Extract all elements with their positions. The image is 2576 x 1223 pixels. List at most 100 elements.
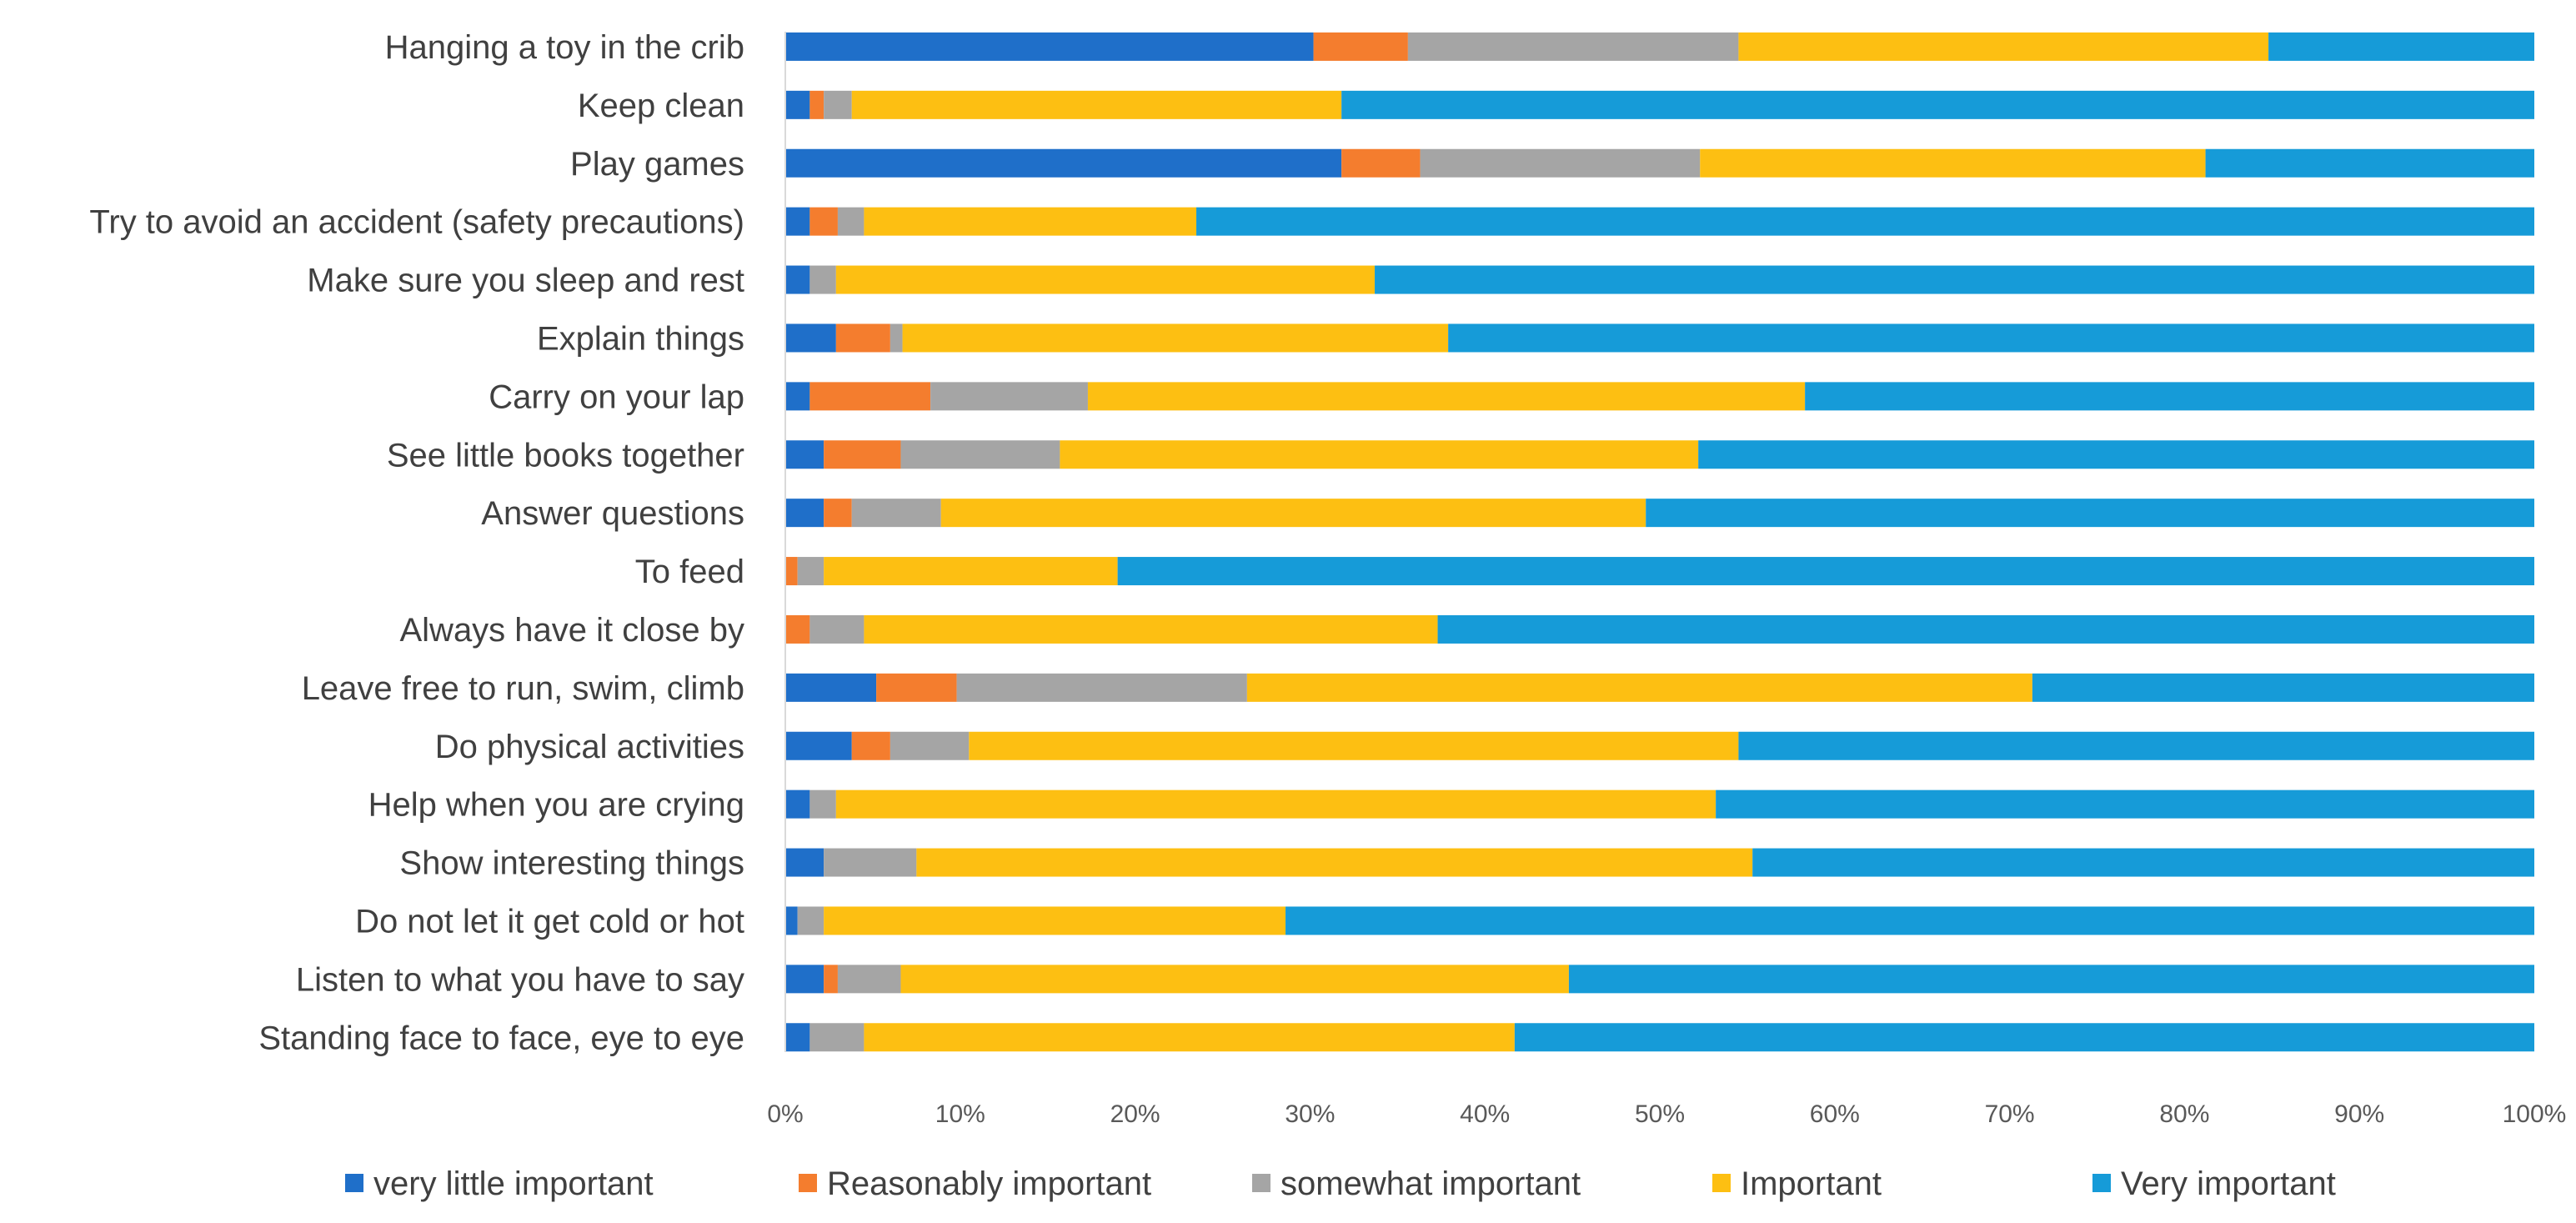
bar-segment-reasonably-important (835, 323, 890, 353)
category-label: Play games (570, 146, 744, 183)
bar-segment-very-important (1514, 1023, 2534, 1052)
bar-segment-very-little-important (785, 789, 810, 819)
x-tick-label: 50% (1635, 1100, 1685, 1128)
category-label: Listen to what you have to say (296, 961, 744, 998)
bar-segment-very-important (1752, 848, 2534, 877)
bar-segment-very-little-important (785, 965, 824, 994)
legend-label: Important (1741, 1165, 1882, 1202)
bar-segment-very-little-important (785, 731, 852, 760)
bar-segment-important (1246, 673, 2032, 702)
x-tick-label: 100% (2503, 1100, 2567, 1128)
x-tick-label: 70% (1985, 1100, 2035, 1128)
legend-swatch (1252, 1174, 1270, 1192)
category-label: Make sure you sleep and rest (307, 263, 744, 299)
bar-segment-reasonably-important (809, 207, 838, 236)
bar-segment-very-important (1437, 614, 2534, 644)
bar-segment-important (824, 557, 1118, 586)
category-label: Always have it close by (399, 612, 744, 649)
bar-segment-very-important (1716, 789, 2534, 819)
x-tick-label: 30% (1285, 1100, 1335, 1128)
bar-segment-somewhat-important (797, 906, 824, 935)
bar-segment-very-important (1375, 265, 2534, 294)
bar-segment-very-little-important (785, 207, 810, 236)
bar-segment-somewhat-important (930, 382, 1088, 411)
bar-segment-important (1087, 382, 1806, 411)
bar-segment-very-important (1805, 382, 2534, 411)
bar-segment-very-little-important (785, 90, 810, 119)
bar-segment-reasonably-important (809, 90, 824, 119)
bar-segment-very-important (2032, 673, 2534, 702)
legend-label: somewhat important (1280, 1165, 1581, 1202)
category-label: Standing face to face, eye to eye (258, 1020, 744, 1056)
bar-segment-reasonably-important (785, 557, 798, 586)
bar-segment-reasonably-important (785, 614, 810, 644)
bar-segment-somewhat-important (890, 323, 903, 353)
bar-segment-very-little-important (785, 32, 1314, 61)
legend-label: very little important (373, 1165, 654, 1202)
category-label: Explain things (537, 320, 744, 357)
bar-segment-reasonably-important (1341, 148, 1421, 178)
bar-segment-important (1738, 32, 2269, 61)
bar-segment-very-important (1698, 440, 2534, 469)
bar-segment-somewhat-important (1407, 32, 1739, 61)
category-label: Hanging a toy in the crib (385, 29, 744, 66)
x-axis-tick-labels: 0% 10% 20% 30% 40% 50% 60% 70% 80% 90% 100% (767, 1100, 2566, 1128)
x-tick-label: 0% (767, 1100, 803, 1128)
bar-segment-very-important (1341, 90, 2534, 119)
bar-segment-somewhat-important (809, 614, 865, 644)
bar-segment-very-important (1568, 965, 2534, 994)
legend-label: Reasonably important (827, 1165, 1151, 1202)
x-tick-label: 10% (935, 1100, 985, 1128)
bar-segment-somewhat-important (851, 499, 941, 528)
bar-segment-important (864, 1023, 1515, 1052)
bar-segment-important (1700, 148, 2206, 178)
bar-segment-very-little-important (785, 499, 824, 528)
bar-segment-important (1060, 440, 1699, 469)
bar-segment-very-little-important (785, 440, 824, 469)
x-tick-label: 20% (1110, 1100, 1160, 1128)
bar-segment-reasonably-important (824, 965, 838, 994)
bar-segment-important (864, 207, 1197, 236)
bar-segment-reasonably-important (876, 673, 957, 702)
bar-segment-important (835, 789, 1716, 819)
bar-segment-important (835, 265, 1376, 294)
bar-segment-important (969, 731, 1739, 760)
legend-swatch (799, 1174, 817, 1192)
legend-swatch (2092, 1174, 2111, 1192)
category-label: Leave free to run, swim, climb (302, 670, 744, 707)
bar-segment-very-little-important (785, 848, 824, 877)
category-label: Try to avoid an accident (safety precaut… (89, 204, 744, 241)
bar-segment-very-little-important (785, 382, 810, 411)
bar-segment-somewhat-important (809, 265, 836, 294)
bar-segment-very-important (1738, 731, 2534, 760)
category-label: Do not let it get cold or hot (355, 903, 744, 940)
category-label: Carry on your lap (489, 378, 744, 415)
category-label: Do physical activities (435, 729, 744, 765)
bar-segment-reasonably-important (824, 499, 852, 528)
bar-segment-important (916, 848, 1753, 877)
category-label: Show interesting things (399, 845, 744, 882)
bar-segment-important (851, 90, 1342, 119)
bar-segment-somewhat-important (824, 90, 852, 119)
bar-segment-important (864, 614, 1438, 644)
bar-segment-very-important (2205, 148, 2534, 178)
category-labels: Hanging a toy in the crib Keep clean Play … (89, 29, 744, 1056)
bar-segment-somewhat-important (809, 789, 836, 819)
x-tick-label: 80% (2159, 1100, 2209, 1128)
bar-segment-reasonably-important (824, 440, 901, 469)
bar-segment-somewhat-important (900, 440, 1060, 469)
bar-segment-very-important (1448, 323, 2534, 353)
x-tick-label: 60% (1810, 1100, 1860, 1128)
bar-segment-important (940, 499, 1646, 528)
bar-segment-very-important (1646, 499, 2534, 528)
bar-segment-important (900, 965, 1569, 994)
bar-segment-very-little-important (785, 265, 810, 294)
bar-segment-very-important (2268, 32, 2534, 61)
legend-swatch (345, 1174, 363, 1192)
category-label: Keep clean (578, 88, 744, 124)
bar-segment-reasonably-important (851, 731, 890, 760)
x-tick-label: 90% (2334, 1100, 2384, 1128)
category-label: Answer questions (481, 495, 744, 532)
category-label: To feed (635, 554, 744, 590)
